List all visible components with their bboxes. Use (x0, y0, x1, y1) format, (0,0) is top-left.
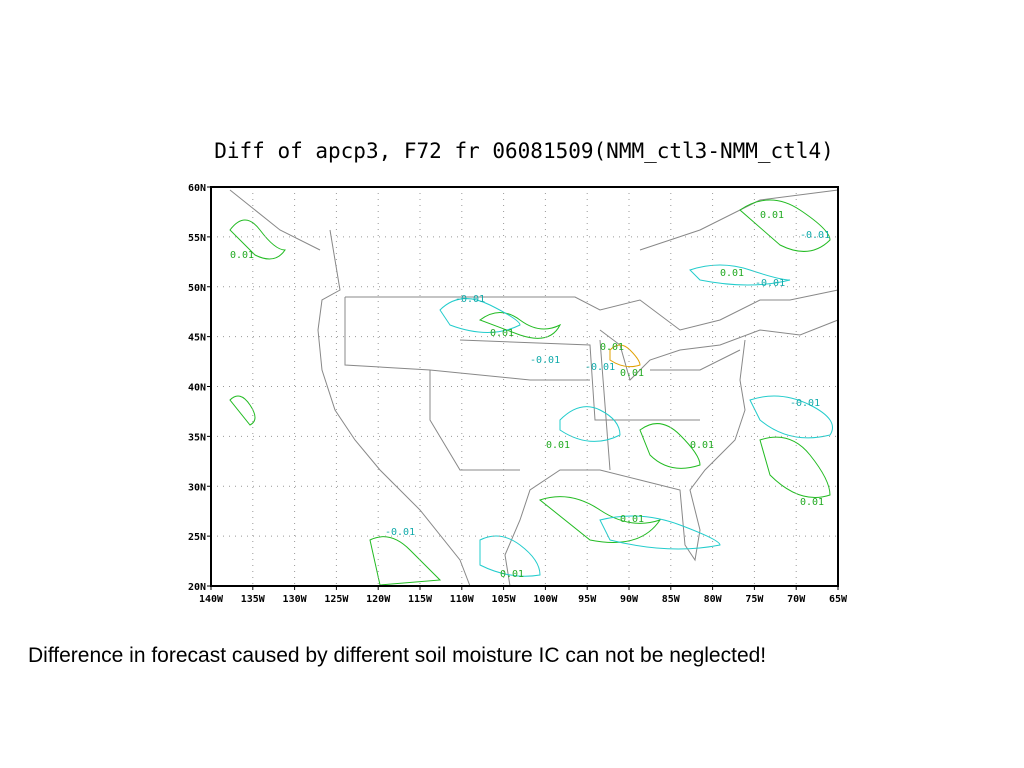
contour-label: 0.01 (690, 440, 714, 451)
lat-label: 45N (188, 333, 206, 344)
map-title: Diff of apcp3, F72 fr 06081509(NMM_ctl3-… (214, 139, 834, 163)
contour-label: 0.01 (230, 250, 254, 261)
caption: Difference in forecast caused by differe… (28, 644, 766, 667)
lat-label: 35N (188, 432, 206, 443)
contour-label: -0.01 (455, 294, 485, 305)
coast (317, 229, 471, 587)
map-area (211, 187, 838, 586)
lon-label: 85W (662, 594, 681, 605)
lon-label: 135W (241, 594, 266, 605)
coast (229, 189, 839, 381)
contour-label: 0.01 (500, 569, 524, 580)
contour-label: 0.01 (800, 497, 824, 508)
state-lines (344, 297, 741, 471)
contour-label: 0.01 (490, 328, 514, 339)
contour-label: 0.01 (720, 268, 744, 279)
contour-label: -0.01 (385, 527, 415, 538)
coastlines (229, 189, 839, 587)
lon-label: 75W (745, 594, 764, 605)
lon-label: 105W (492, 594, 517, 605)
contour-label: -0.01 (800, 230, 830, 241)
lon-label: 90W (620, 594, 639, 605)
contour-label: 0.01 (620, 368, 644, 379)
lon-label: 95W (578, 594, 597, 605)
lat-label: 55N (188, 233, 206, 244)
lat-label: 30N (188, 482, 206, 493)
lon-label: 80W (704, 594, 723, 605)
lat-label: 20N (188, 582, 206, 593)
map (207, 186, 839, 590)
contour-label: 0.01 (760, 210, 784, 221)
grid (207, 186, 839, 590)
contour (609, 344, 641, 368)
contours (229, 199, 833, 586)
contour-label: -0.01 (530, 355, 560, 366)
lon-label: 125W (324, 594, 349, 605)
border (345, 289, 839, 331)
contour (439, 264, 833, 577)
lat-label: 50N (188, 283, 206, 294)
lon-label: 130W (283, 594, 308, 605)
contour-label: -0.01 (790, 398, 820, 409)
map-frame (210, 186, 839, 587)
contour-label: 0.01 (620, 514, 644, 525)
contour-label: -0.01 (585, 362, 615, 373)
contour-label: 0.01 (600, 342, 624, 353)
coast (504, 339, 746, 587)
lon-label: 120W (366, 594, 391, 605)
lon-label: 65W (829, 594, 848, 605)
contour-label: 0.01 (546, 440, 570, 451)
lon-label: 70W (787, 594, 806, 605)
lon-label: 115W (408, 594, 433, 605)
lon-label: 100W (533, 594, 558, 605)
lat-label: 40N (188, 383, 206, 394)
lat-label: 60N (188, 183, 206, 194)
lat-label: 25N (188, 532, 206, 543)
contour-label: -0.01 (755, 278, 785, 289)
lon-label: 110W (450, 594, 475, 605)
lon-label: 140W (199, 594, 224, 605)
contour (229, 199, 831, 586)
